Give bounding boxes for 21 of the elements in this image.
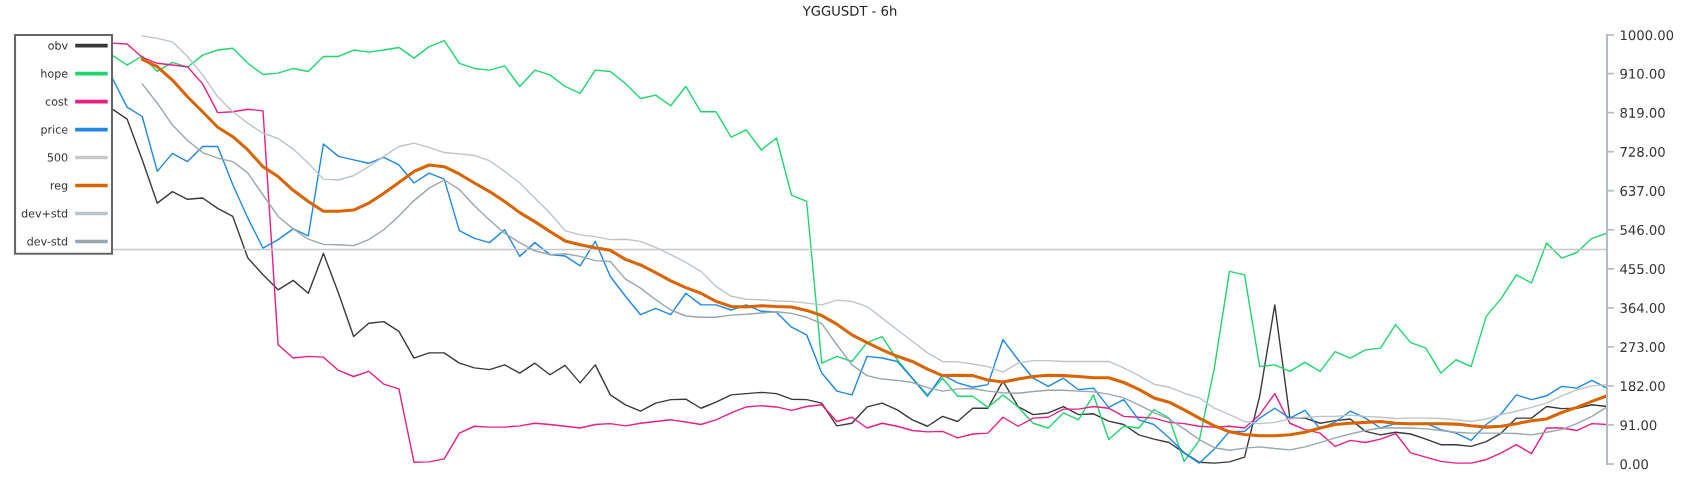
y-tick-label: 455.00 bbox=[1620, 264, 1665, 275]
y-tick-label: 728.00 bbox=[1620, 146, 1665, 157]
y-tick-label: 546.00 bbox=[1620, 224, 1665, 235]
y-tick-label: 273.00 bbox=[1620, 342, 1665, 353]
y-tick-label: 91.00 bbox=[1620, 420, 1657, 431]
legend-label: price bbox=[41, 125, 68, 136]
legend-label: dev+std bbox=[21, 208, 68, 218]
y-tick-label: 0.00 bbox=[1620, 459, 1648, 470]
legend-label: hope bbox=[41, 69, 68, 80]
y-tick-label: 910.00 bbox=[1620, 68, 1665, 79]
y-tick-label: 182.00 bbox=[1620, 381, 1665, 392]
legend-label: 500 bbox=[47, 153, 68, 162]
legend-label: cost bbox=[45, 97, 68, 106]
y-tick-label: 1000.00 bbox=[1620, 30, 1674, 41]
legend-label: obv bbox=[48, 41, 68, 50]
y-tick-label: 819.00 bbox=[1620, 107, 1665, 118]
y-tick-label: 364.00 bbox=[1620, 303, 1665, 314]
chart-title: YGGUSDT - 6h bbox=[802, 5, 897, 16]
y-tick-label: 637.00 bbox=[1620, 185, 1665, 196]
legend-label: reg bbox=[50, 183, 68, 192]
legend-label: dev-std bbox=[27, 236, 68, 246]
